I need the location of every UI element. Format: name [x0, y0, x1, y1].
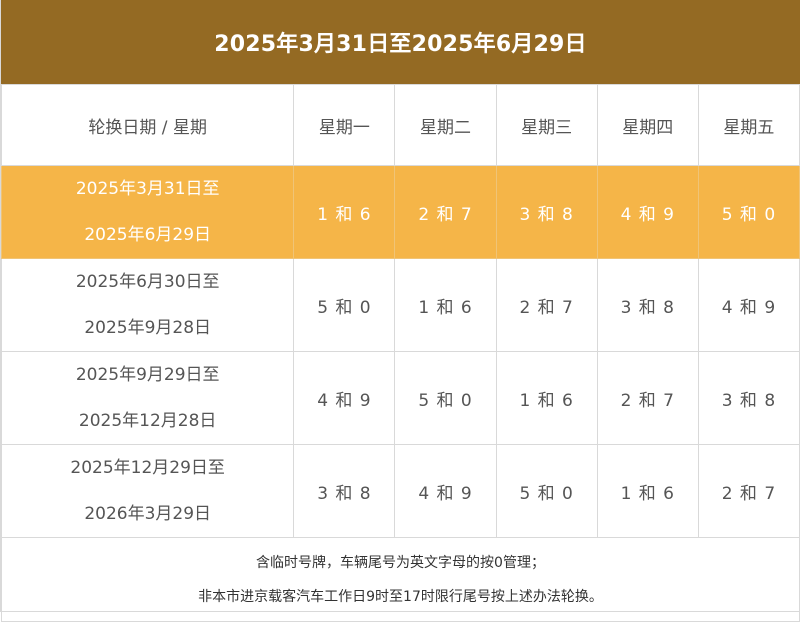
header-row: 轮换日期 / 星期 星期一 星期二 星期三 星期四 星期五 [0, 84, 801, 166]
header-tuesday: 星期二 [394, 84, 497, 166]
table-row: 2025年12月29日至 2026年3月29日 3 和 8 4 和 9 5 和 … [0, 444, 801, 538]
monday-plates: 3 和 8 [293, 444, 396, 538]
notes-row: 含临时号牌，车辆尾号为英文字母的按0管理； 非本市进京载客汽车工作日9时至17时… [1, 537, 800, 622]
header-thursday: 星期四 [596, 84, 699, 166]
note-non-local-vehicles: 非本市进京载客汽车工作日9时至17时限行尾号按上述办法轮换。 [198, 588, 603, 605]
range-start: 2025年6月30日至 [75, 272, 220, 292]
date-range-cell: 2025年9月29日至 2025年12月28日 [0, 351, 295, 445]
range-start: 2025年9月29日至 [75, 365, 220, 385]
range-start: 2025年12月29日至 [70, 458, 225, 478]
thursday-plates: 2 和 7 [596, 351, 699, 445]
note-temporary-plates: 含临时号牌，车辆尾号为英文字母的按0管理； [256, 554, 545, 571]
tuesday-plates: 5 和 0 [394, 351, 497, 445]
wednesday-plates: 2 和 7 [495, 258, 598, 352]
date-range-cell: 2025年6月30日至 2025年9月28日 [0, 258, 295, 352]
thursday-plates: 3 和 8 [596, 258, 699, 352]
tuesday-plates: 4 和 9 [394, 444, 497, 538]
table-row: 2025年3月31日至 2025年6月29日 1 和 6 2 和 7 3 和 8… [0, 165, 801, 259]
range-start: 2025年3月31日至 [75, 179, 220, 199]
monday-plates: 1 和 6 [293, 165, 396, 259]
wednesday-plates: 3 和 8 [495, 165, 598, 259]
thursday-plates: 4 和 9 [596, 165, 699, 259]
thursday-plates: 1 和 6 [596, 444, 699, 538]
friday-plates: 3 和 8 [697, 351, 801, 445]
monday-plates: 4 和 9 [293, 351, 396, 445]
friday-plates: 5 和 0 [697, 165, 801, 259]
tuesday-plates: 1 和 6 [394, 258, 497, 352]
table-row: 2025年6月30日至 2025年9月28日 5 和 0 1 和 6 2 和 7… [0, 258, 801, 352]
date-range-cell: 2025年12月29日至 2026年3月29日 [0, 444, 295, 538]
wednesday-plates: 1 和 6 [495, 351, 598, 445]
notes: 含临时号牌，车辆尾号为英文字母的按0管理； 非本市进京载客汽车工作日9时至17时… [2, 538, 799, 621]
table-row: 2025年9月29日至 2025年12月28日 4 和 9 5 和 0 1 和 … [0, 351, 801, 445]
header-friday: 星期五 [697, 84, 801, 166]
wednesday-plates: 5 和 0 [495, 444, 598, 538]
rotation-table: 轮换日期 / 星期 星期一 星期二 星期三 星期四 星期五 2025年3月31日… [0, 84, 801, 622]
table-title: 2025年3月31日至2025年6月29日 [1, 0, 800, 84]
notes-cell: 含临时号牌，车辆尾号为英文字母的按0管理； 非本市进京载客汽车工作日9时至17时… [1, 537, 800, 622]
header-date-weekday: 轮换日期 / 星期 [0, 84, 295, 166]
range-end: 2025年9月28日 [84, 318, 212, 338]
tuesday-plates: 2 和 7 [394, 165, 497, 259]
range-end: 2025年6月29日 [84, 225, 212, 245]
range-end: 2025年12月28日 [78, 411, 217, 431]
friday-plates: 4 和 9 [697, 258, 801, 352]
header-wednesday: 星期三 [495, 84, 598, 166]
monday-plates: 5 和 0 [293, 258, 396, 352]
friday-plates: 2 和 7 [697, 444, 801, 538]
header-monday: 星期一 [293, 84, 396, 166]
date-range-cell: 2025年3月31日至 2025年6月29日 [0, 165, 295, 259]
range-end: 2026年3月29日 [84, 504, 212, 524]
